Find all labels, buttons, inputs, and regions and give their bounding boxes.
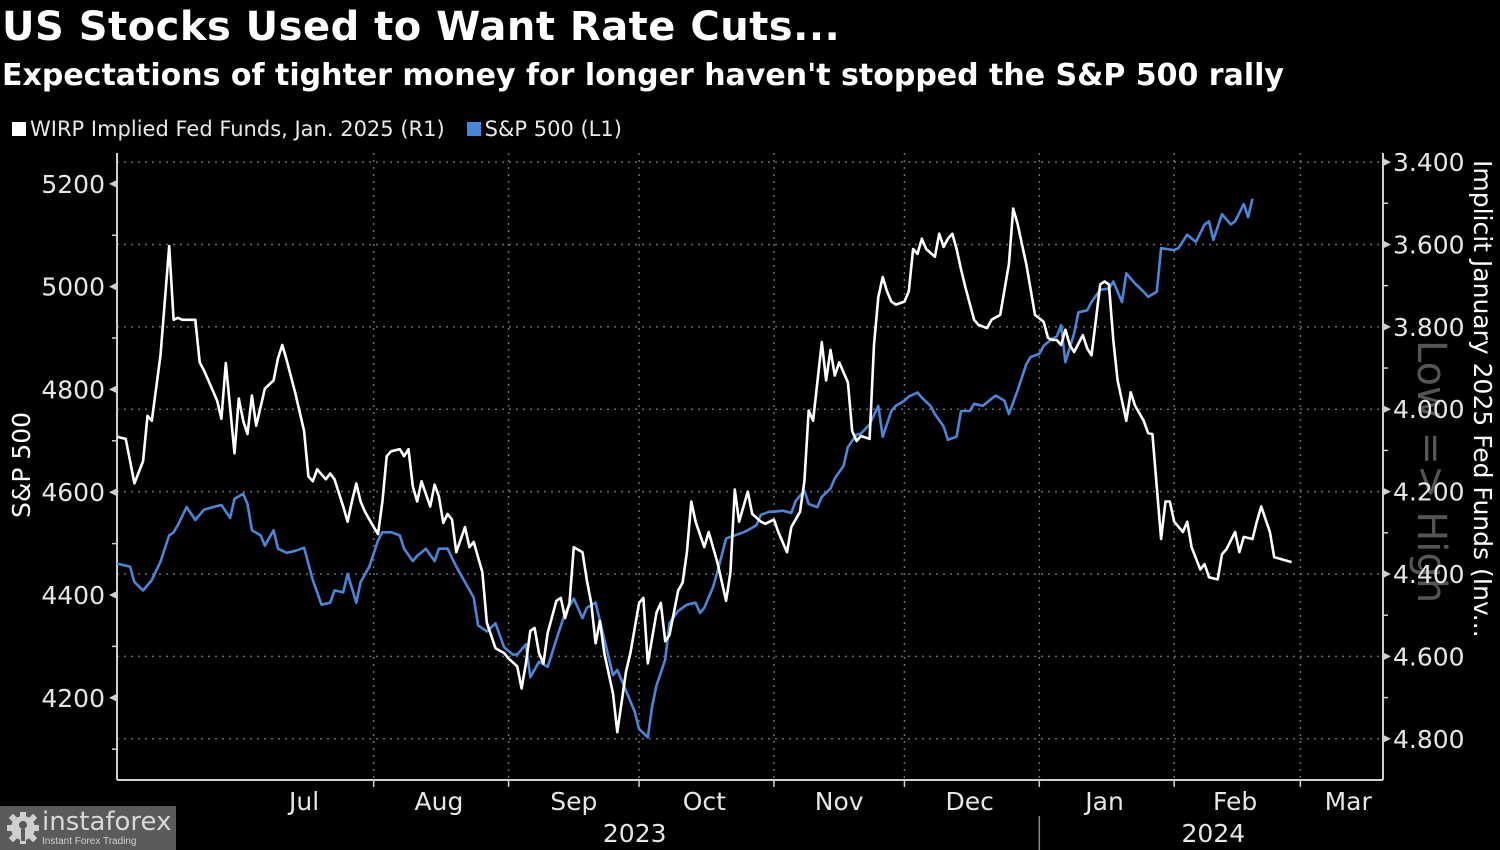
legend-item-wirp[interactable]: WIRP Implied Fed Funds, Jan. 2025 (R1) <box>12 117 445 141</box>
month-label: Nov <box>815 787 864 816</box>
left-tick-label: 5000 <box>41 273 105 302</box>
left-tick-mark <box>109 385 117 394</box>
legend-swatch-wirp <box>12 122 26 136</box>
month-label: Dec <box>946 787 994 816</box>
left-axis-title: S&P 500 <box>7 412 36 518</box>
series-line-spx <box>116 198 1254 739</box>
month-label: Aug <box>415 787 464 816</box>
legend: WIRP Implied Fed Funds, Jan. 2025 (R1) S… <box>12 117 644 141</box>
month-label: Jul <box>287 787 319 816</box>
chart-subtitle: Expectations of tighter money for longer… <box>2 58 1284 93</box>
right-tick-label: 4.600 <box>1393 642 1465 671</box>
right-axis-title: Implicit January 2025 Fed Funds (Inv... <box>1468 160 1497 638</box>
legend-label-spx: S&P 500 (L1) <box>484 117 622 141</box>
right-tick-label: 4.400 <box>1393 560 1465 589</box>
logo-brand: instaforex <box>42 807 172 837</box>
right-tick-mark <box>1383 734 1391 743</box>
instaforex-logo: instaforex Instant Forex Trading <box>0 806 176 850</box>
legend-swatch-spx <box>466 122 481 136</box>
right-tick-label: 3.800 <box>1393 313 1465 342</box>
left-tick-label: 4800 <box>41 375 105 404</box>
right-tick-mark <box>1383 405 1391 414</box>
right-tick-mark <box>1383 487 1391 496</box>
series-line-wirp <box>116 207 1292 734</box>
left-tick-label: 4400 <box>41 581 105 610</box>
left-tick-mark <box>109 693 117 702</box>
right-tick-mark <box>1383 652 1391 661</box>
right-tick-mark <box>1383 240 1391 249</box>
left-tick-mark <box>109 590 117 599</box>
right-tick-label: 3.600 <box>1393 230 1465 259</box>
logo-tagline: Instant Forex Trading <box>42 836 137 847</box>
axes: 4200 4400 4600 4800 5000 5200 3.400 3.600 3.800 4… <box>41 148 1465 850</box>
left-tick-mark <box>109 179 117 188</box>
series-lines <box>116 198 1292 739</box>
right-tick-mark <box>1383 322 1391 331</box>
annotation-low-high: Low => High <box>1408 340 1454 603</box>
left-tick-mark <box>109 282 117 291</box>
left-tick-mark <box>109 488 117 497</box>
right-tick-mark <box>1383 570 1391 579</box>
gridlines <box>117 153 1383 780</box>
left-tick-label: 4600 <box>41 478 105 507</box>
year-label: 2024 <box>1182 819 1246 848</box>
legend-label-wirp: WIRP Implied Fed Funds, Jan. 2025 (R1) <box>30 117 445 141</box>
month-label: Feb <box>1213 787 1257 816</box>
left-tick-label: 4200 <box>41 684 105 713</box>
right-tick-label: 4.800 <box>1393 725 1465 754</box>
month-label: Jan <box>1083 787 1124 816</box>
right-tick-mark <box>1383 158 1391 167</box>
month-label: Mar <box>1325 787 1373 816</box>
right-tick-label: 4.200 <box>1393 478 1465 507</box>
right-tick-label: 4.000 <box>1393 395 1465 424</box>
chart-title: US Stocks Used to Want Rate Cuts... <box>2 4 841 50</box>
right-tick-label: 3.400 <box>1393 148 1465 177</box>
month-label: Oct <box>683 787 726 816</box>
year-label: 2023 <box>603 819 667 848</box>
legend-item-spx[interactable]: S&P 500 (L1) <box>466 117 622 141</box>
left-tick-label: 5200 <box>41 170 105 199</box>
month-label: Sep <box>550 787 597 816</box>
gear-icon <box>7 812 39 844</box>
